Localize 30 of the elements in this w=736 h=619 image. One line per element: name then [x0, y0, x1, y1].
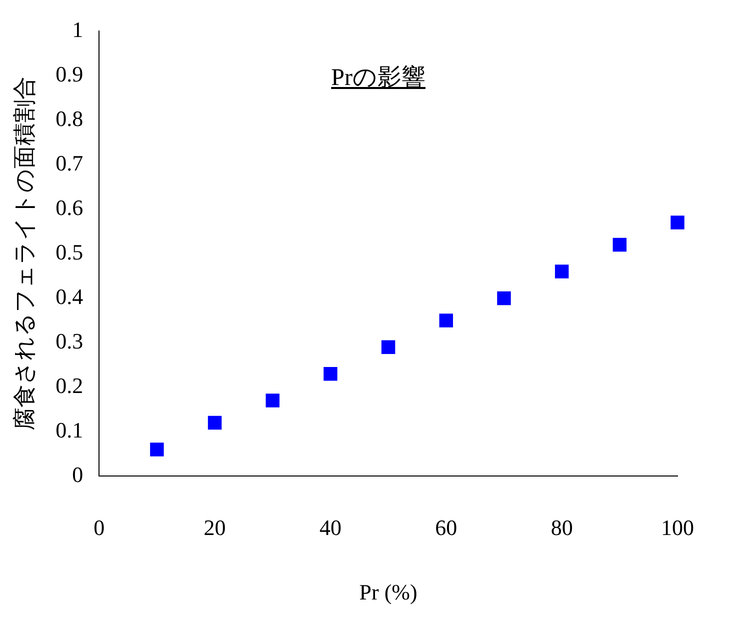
x-tick-label: 60	[435, 515, 458, 540]
y-tick-label: 0.5	[56, 239, 84, 264]
point	[554, 264, 569, 278]
point	[439, 314, 454, 328]
x-tick-label: 0	[94, 515, 105, 540]
point	[670, 216, 684, 230]
x-tick-label: 100	[661, 515, 694, 540]
y-tick-label: 0	[72, 462, 84, 487]
y-tick-label: 1	[72, 16, 84, 42]
x-tick-label: 80	[550, 515, 573, 540]
y-tick-label: 0.6	[56, 194, 84, 220]
y-tick-label: 0.4	[56, 284, 84, 309]
point	[266, 394, 280, 408]
y-tick-label: 0.7	[56, 150, 84, 176]
x-tick-label: 20	[204, 515, 226, 540]
y-tick-label: 0.9	[56, 61, 84, 86]
y-axis-title: 腐食されるフェライトの面積割合	[12, 76, 37, 431]
point	[150, 442, 164, 456]
point	[381, 340, 396, 354]
point	[612, 238, 627, 252]
x-tick-label: 40	[319, 515, 342, 540]
y-tick-label: 0.1	[56, 417, 84, 442]
point	[208, 416, 222, 430]
y-tick-label: 0.3	[56, 328, 84, 354]
x-axis-title: Pr (%)	[359, 580, 418, 605]
y-tick-label: 0.8	[56, 106, 84, 131]
point	[324, 366, 338, 381]
text: Prの影響	[331, 64, 426, 94]
point	[497, 291, 511, 306]
y-tick-label: 0.2	[56, 372, 84, 398]
